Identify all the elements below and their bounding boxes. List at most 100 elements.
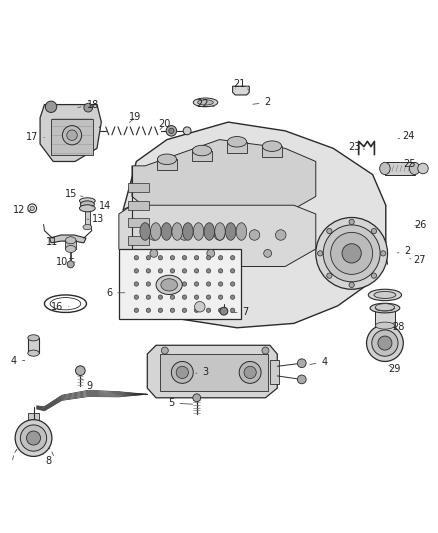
Circle shape xyxy=(348,282,353,287)
Text: 28: 28 xyxy=(391,322,403,332)
Circle shape xyxy=(170,295,174,300)
Circle shape xyxy=(275,230,286,240)
Circle shape xyxy=(168,128,173,133)
Circle shape xyxy=(230,269,234,273)
Circle shape xyxy=(170,255,174,260)
Circle shape xyxy=(297,375,305,384)
Circle shape xyxy=(380,251,385,256)
Text: 23: 23 xyxy=(347,142,364,152)
Circle shape xyxy=(158,255,162,260)
Text: 11: 11 xyxy=(46,237,64,247)
Ellipse shape xyxy=(161,223,171,240)
Text: 5: 5 xyxy=(168,398,192,408)
Circle shape xyxy=(249,230,259,240)
Circle shape xyxy=(179,230,189,240)
Ellipse shape xyxy=(197,100,213,105)
Text: 15: 15 xyxy=(65,189,83,199)
Ellipse shape xyxy=(83,224,92,230)
Circle shape xyxy=(134,282,138,286)
Circle shape xyxy=(194,302,205,312)
Ellipse shape xyxy=(79,198,95,204)
Text: 4: 4 xyxy=(309,357,327,367)
Text: 14: 14 xyxy=(92,201,111,211)
Circle shape xyxy=(158,295,162,300)
Text: 2: 2 xyxy=(396,246,410,256)
Ellipse shape xyxy=(193,98,217,107)
Circle shape xyxy=(417,163,427,174)
Bar xyxy=(28,413,39,421)
Circle shape xyxy=(134,255,138,260)
Ellipse shape xyxy=(140,223,150,240)
Ellipse shape xyxy=(172,223,182,240)
Circle shape xyxy=(158,308,162,312)
Text: 10: 10 xyxy=(56,257,75,267)
Circle shape xyxy=(218,282,222,286)
Polygon shape xyxy=(147,345,277,398)
Circle shape xyxy=(341,244,360,263)
Text: 19: 19 xyxy=(129,112,141,123)
Circle shape xyxy=(218,255,222,260)
Ellipse shape xyxy=(367,289,401,301)
Circle shape xyxy=(326,229,331,233)
Ellipse shape xyxy=(155,275,182,295)
Circle shape xyxy=(75,366,85,375)
Circle shape xyxy=(67,130,77,141)
Bar xyxy=(127,236,149,245)
Circle shape xyxy=(148,230,159,240)
Text: 20: 20 xyxy=(158,119,170,130)
Bar xyxy=(269,360,279,384)
Circle shape xyxy=(261,347,268,354)
Ellipse shape xyxy=(379,163,389,175)
Circle shape xyxy=(230,295,234,300)
Circle shape xyxy=(134,269,138,273)
Ellipse shape xyxy=(79,205,95,212)
Text: 18: 18 xyxy=(78,100,99,110)
Circle shape xyxy=(219,307,227,315)
Circle shape xyxy=(62,126,81,145)
Text: 13: 13 xyxy=(87,214,104,224)
Circle shape xyxy=(218,295,222,300)
Circle shape xyxy=(230,308,234,312)
Circle shape xyxy=(218,308,222,312)
Bar xyxy=(374,307,394,326)
Circle shape xyxy=(146,308,150,312)
Bar xyxy=(227,142,246,153)
Circle shape xyxy=(194,255,198,260)
Ellipse shape xyxy=(227,136,246,147)
Circle shape xyxy=(315,217,387,289)
Ellipse shape xyxy=(409,163,419,175)
Circle shape xyxy=(322,225,379,282)
Circle shape xyxy=(182,282,186,286)
Polygon shape xyxy=(119,249,241,319)
Circle shape xyxy=(84,103,92,112)
Ellipse shape xyxy=(262,141,281,151)
Circle shape xyxy=(297,359,305,368)
Ellipse shape xyxy=(80,201,94,208)
Ellipse shape xyxy=(369,303,399,313)
Bar xyxy=(157,159,176,170)
Circle shape xyxy=(171,361,193,383)
Text: 29: 29 xyxy=(388,365,400,374)
Text: 17: 17 xyxy=(26,132,44,142)
Circle shape xyxy=(192,394,200,402)
Text: 4: 4 xyxy=(11,356,25,366)
Circle shape xyxy=(330,232,372,274)
Circle shape xyxy=(194,269,198,273)
Ellipse shape xyxy=(225,223,235,240)
Circle shape xyxy=(206,282,210,286)
Bar xyxy=(192,150,211,161)
Circle shape xyxy=(170,308,174,312)
Ellipse shape xyxy=(374,322,394,329)
Text: 2: 2 xyxy=(252,98,270,107)
Circle shape xyxy=(239,361,261,383)
Circle shape xyxy=(326,273,331,278)
Circle shape xyxy=(194,295,198,300)
Circle shape xyxy=(134,295,138,300)
Polygon shape xyxy=(232,86,249,95)
Polygon shape xyxy=(40,104,101,161)
Circle shape xyxy=(366,325,403,361)
Bar xyxy=(127,219,149,227)
Text: 3: 3 xyxy=(195,367,208,376)
Text: 24: 24 xyxy=(397,131,414,141)
Circle shape xyxy=(182,295,186,300)
